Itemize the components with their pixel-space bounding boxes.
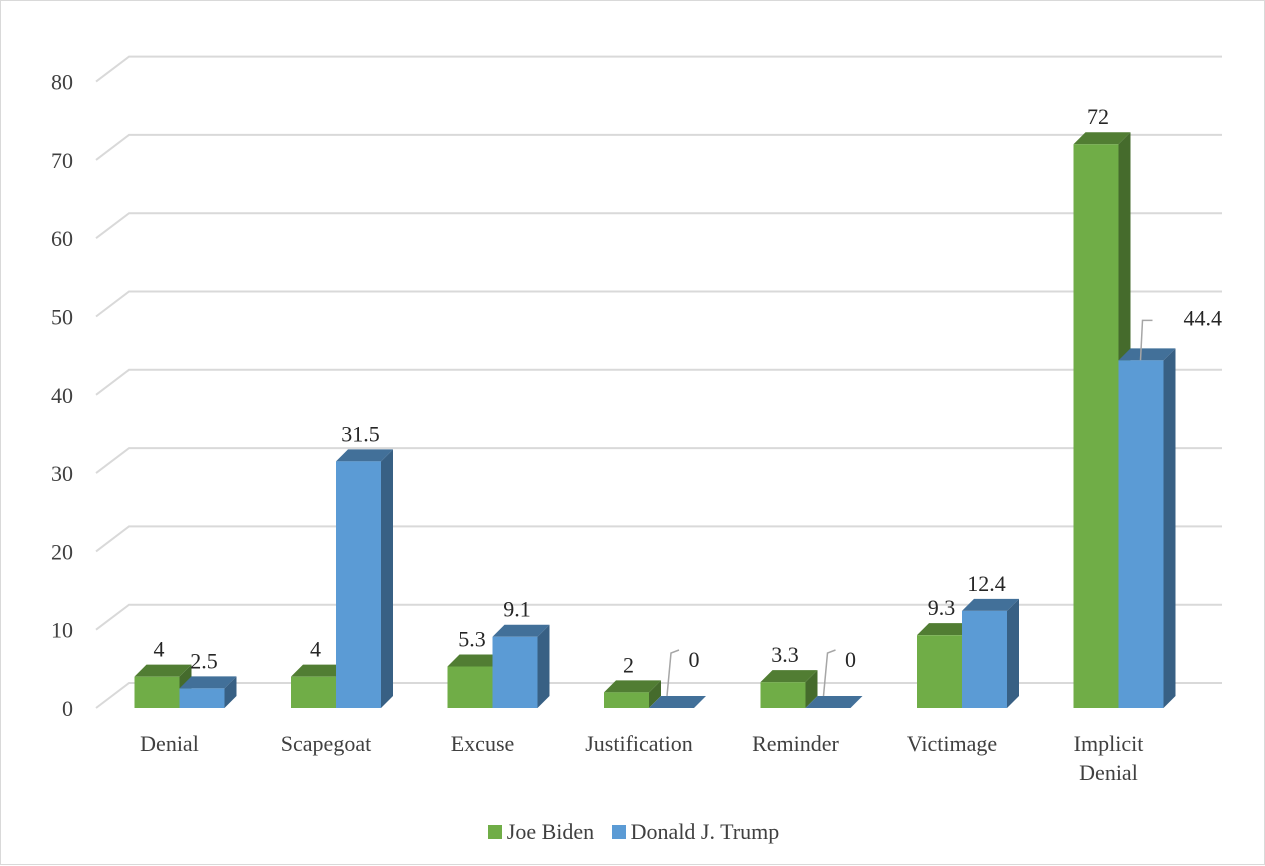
bar-top <box>291 664 348 677</box>
legend-label: Donald J. Trump <box>630 819 780 844</box>
bar-side <box>224 676 237 708</box>
bar-front <box>1118 360 1164 708</box>
y-tick-label: 10 <box>51 618 73 643</box>
bar-top <box>134 664 192 677</box>
data-label: 2 <box>623 652 634 677</box>
data-label: 9.1 <box>503 597 531 622</box>
y-tick-label: 30 <box>51 461 73 486</box>
y-tick-label: 60 <box>51 226 73 251</box>
bar-donald-j-trump-denial <box>179 676 237 708</box>
bar-front <box>179 688 225 708</box>
bar-front <box>1073 144 1119 709</box>
gridline <box>95 525 1222 553</box>
gridline <box>95 212 1222 239</box>
data-label: 0 <box>845 647 856 672</box>
gridline <box>95 682 1222 709</box>
legend-label: Joe Biden <box>506 819 595 844</box>
y-tick-label: 70 <box>51 148 73 173</box>
legend-item-joe-biden: Joe Biden <box>487 819 595 845</box>
bar-side <box>381 449 393 708</box>
bar-side <box>1163 348 1176 708</box>
x-tick-label: Excuse <box>451 731 515 756</box>
leader-line <box>822 649 836 697</box>
bar-top <box>447 654 505 667</box>
y-tick-label: 50 <box>51 305 73 330</box>
data-label: 3.3 <box>771 642 799 667</box>
bar-top <box>1073 132 1131 145</box>
x-tick-label: Denial <box>140 731 199 756</box>
leader-line <box>666 649 680 697</box>
bar-front <box>291 676 336 708</box>
bar-front <box>447 666 493 708</box>
bar-side <box>649 680 661 708</box>
data-label: 44.4 <box>1184 305 1223 330</box>
legend: Joe Biden Donald J. Trump <box>1 819 1265 845</box>
legend-item-donald-trump: Donald J. Trump <box>611 819 780 845</box>
y-axis-ticks: 0 10 20 30 40 50 60 70 80 <box>51 70 73 721</box>
bars <box>134 132 1176 709</box>
bar-front <box>134 676 180 708</box>
gridline <box>95 603 1222 631</box>
bar-top <box>917 623 974 636</box>
y-tick-label: 80 <box>51 70 73 95</box>
bar-joe-biden-reminder <box>760 670 818 708</box>
bar-top <box>492 624 550 637</box>
bar-joe-biden-justification <box>604 680 661 708</box>
x-tick-label: Justification <box>585 731 693 756</box>
x-tick-label: Scapegoat <box>281 731 371 756</box>
data-label: 31.5 <box>341 421 380 446</box>
bar-front <box>604 692 649 708</box>
x-tick-label: Implicit Denial <box>1074 731 1144 785</box>
bar-top <box>649 696 706 708</box>
bar-donald-j-trump-scapegoat <box>336 449 393 708</box>
bar-top <box>336 449 393 462</box>
gridline <box>95 447 1222 474</box>
leader-line <box>1139 319 1153 361</box>
bar-side <box>1007 598 1019 708</box>
bar-donald-j-trump-justification <box>649 696 706 708</box>
bar-top <box>1118 348 1176 361</box>
data-label: 12.4 <box>967 571 1006 596</box>
bar-donald-j-trump-reminder <box>805 696 863 708</box>
gridline <box>95 290 1222 318</box>
bar-top <box>604 680 661 693</box>
bar-top <box>805 696 863 708</box>
bar-front <box>917 635 962 708</box>
bar-donald-j-trump-excuse <box>492 624 550 708</box>
data-label: 4 <box>310 637 321 662</box>
bar-donald-j-trump-implicit-denial <box>1118 348 1176 708</box>
bar-front <box>336 461 381 708</box>
gridlines <box>95 55 1222 709</box>
bar-top <box>760 670 818 683</box>
x-axis-categories: Denial Scapegoat Excuse Justification Remind… <box>140 731 1143 785</box>
gridline <box>95 55 1222 83</box>
bar-front <box>760 682 806 708</box>
bar-front <box>962 610 1007 708</box>
x-tick-label: Victimage <box>907 731 997 756</box>
data-label: 4 <box>154 637 165 662</box>
bar-top <box>179 676 237 689</box>
gridline <box>95 133 1222 161</box>
legend-swatch <box>487 825 502 839</box>
y-tick-label: 20 <box>51 539 73 564</box>
data-label: 0 <box>689 647 700 672</box>
data-label: 2.5 <box>190 648 218 673</box>
bar-donald-j-trump-victimage <box>962 598 1019 708</box>
bar-front <box>492 636 538 708</box>
legend-swatch <box>611 825 626 839</box>
y-tick-label: 0 <box>62 696 73 721</box>
gridline <box>95 368 1222 396</box>
bar-side <box>805 670 818 708</box>
data-labels: 4 4 5.3 2 3.3 9.3 72 2.5 31.5 9.1 0 0 12.4 44.4 <box>154 104 1223 697</box>
data-label: 5.3 <box>458 627 486 652</box>
data-label: 72 <box>1087 104 1109 129</box>
bar-side <box>537 624 550 708</box>
x-tick-label: Reminder <box>752 731 839 756</box>
bar-top <box>962 598 1019 611</box>
data-label: 9.3 <box>928 595 956 620</box>
y-tick-label: 40 <box>51 383 73 408</box>
